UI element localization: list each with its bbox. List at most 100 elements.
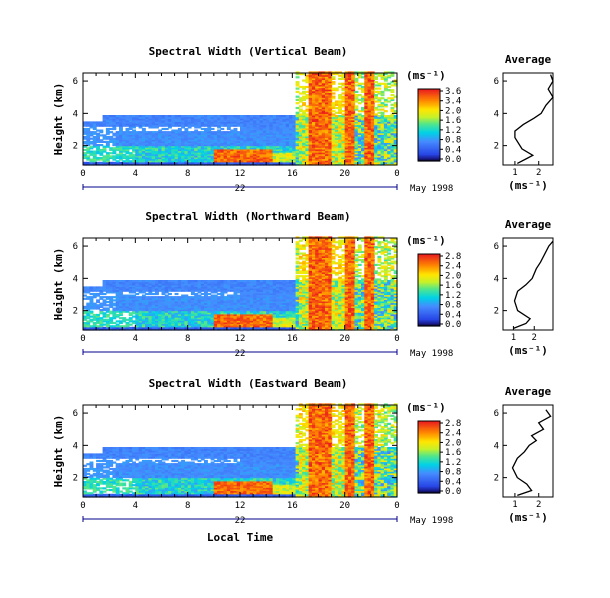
heatmap-cell: [377, 158, 382, 161]
heatmap-cell: [115, 121, 120, 124]
heatmap-cell: [321, 73, 326, 76]
colorbar-segment: [418, 141, 440, 144]
colorbar-segment: [418, 140, 440, 143]
heatmap-cell: [145, 281, 149, 284]
heatmap-cell: [174, 142, 179, 145]
heatmap-cell: [341, 116, 346, 119]
heatmap-cell: [351, 90, 356, 93]
heatmap-cell: [246, 139, 251, 142]
heatmap-cell: [92, 317, 97, 320]
heatmap-cell: [370, 105, 375, 108]
heatmap-cell: [370, 116, 375, 119]
heatmap-cell: [390, 84, 395, 87]
heatmap-cell: [141, 158, 146, 161]
heatmap-cell: [347, 121, 352, 124]
heatmap-cell: [243, 292, 248, 296]
heatmap-cell: [158, 160, 163, 163]
heatmap-cell: [230, 134, 235, 137]
heatmap-cell: [151, 323, 156, 326]
heatmap-cell: [246, 137, 251, 140]
heatmap-cell: [338, 156, 342, 160]
heatmap-cell: [207, 156, 212, 160]
heatmap-cell: [164, 124, 169, 127]
heatmap-cell: [210, 317, 215, 320]
heatmap-cell: [383, 103, 388, 106]
heatmap-cell: [253, 116, 257, 119]
heatmap-cell: [279, 156, 284, 160]
heatmap-cell: [83, 307, 87, 310]
heatmap-cell: [200, 297, 205, 300]
heatmap-cell: [210, 326, 215, 329]
heatmap-cell: [164, 323, 169, 326]
heatmap-cell: [86, 297, 91, 300]
heatmap-cell: [190, 123, 195, 126]
heatmap-cell: [341, 92, 346, 95]
heatmap-cell: [96, 129, 100, 132]
heatmap-cell: [354, 105, 359, 108]
heatmap-cell: [171, 121, 176, 124]
heatmap-cell: [390, 110, 395, 113]
heatmap-cell: [351, 121, 356, 124]
heatmap-cell: [128, 116, 133, 119]
heatmap-cell: [285, 150, 290, 153]
heatmap-cell: [151, 288, 156, 291]
heatmap-cell: [190, 284, 195, 287]
heatmap-cell: [266, 134, 271, 137]
heatmap-cell: [102, 284, 107, 287]
heatmap-cell: [86, 155, 91, 158]
heatmap-cell: [102, 147, 107, 150]
heatmap-cell: [105, 140, 110, 143]
heatmap-cell: [302, 110, 306, 113]
heatmap-cell: [390, 153, 395, 156]
heatmap-cell: [204, 300, 208, 304]
heatmap-cell: [302, 126, 306, 129]
heatmap-cell: [177, 144, 182, 147]
heatmap-cell: [383, 145, 388, 148]
heatmap-cell: [282, 150, 287, 153]
heatmap-cell: [220, 135, 225, 139]
heatmap-cell: [380, 113, 385, 116]
heatmap-cell: [145, 132, 149, 135]
heatmap-cell: [109, 280, 114, 283]
heatmap-cell: [220, 310, 225, 313]
heatmap-cell: [223, 132, 228, 135]
heatmap-cell: [220, 312, 225, 315]
heatmap-cell: [233, 292, 238, 296]
heatmap-cell: [364, 90, 369, 93]
heatmap-cell: [194, 137, 199, 140]
heatmap-cell: [151, 155, 156, 158]
heatmap-cell: [213, 305, 218, 308]
heatmap-cell: [249, 294, 254, 297]
heatmap-cell: [122, 284, 127, 287]
heatmap-cell: [315, 134, 320, 137]
heatmap-cell: [168, 140, 172, 143]
heatmap-cell: [351, 108, 356, 111]
heatmap-cell: [312, 119, 316, 122]
x-tick-label: 12: [235, 169, 246, 179]
heatmap-cell: [328, 139, 333, 142]
heatmap-cell: [347, 84, 352, 87]
heatmap-cell: [223, 300, 228, 304]
heatmap-cell: [102, 318, 107, 321]
heatmap-cell: [325, 150, 329, 153]
heatmap-cell: [285, 135, 290, 139]
heatmap-cell: [181, 318, 185, 321]
heatmap-cell: [99, 291, 104, 294]
heatmap-cell: [269, 155, 274, 158]
heatmap-cell: [338, 132, 342, 135]
heatmap-cell: [334, 73, 339, 76]
heatmap-cell: [145, 321, 149, 325]
heatmap-cell: [210, 142, 215, 145]
heatmap-cell: [259, 139, 264, 142]
heatmap-cell: [236, 297, 241, 300]
heatmap-cell: [102, 158, 107, 161]
heatmap-cell: [105, 297, 110, 300]
heatmap-cell: [220, 304, 225, 307]
heatmap-cell: [276, 144, 280, 147]
heatmap-cell: [148, 161, 153, 164]
heatmap-cell: [119, 153, 123, 156]
heatmap-cell: [279, 160, 284, 163]
colorbar-segment: [418, 119, 440, 121]
heatmap-cell: [380, 127, 385, 131]
heatmap-cell: [194, 315, 199, 318]
